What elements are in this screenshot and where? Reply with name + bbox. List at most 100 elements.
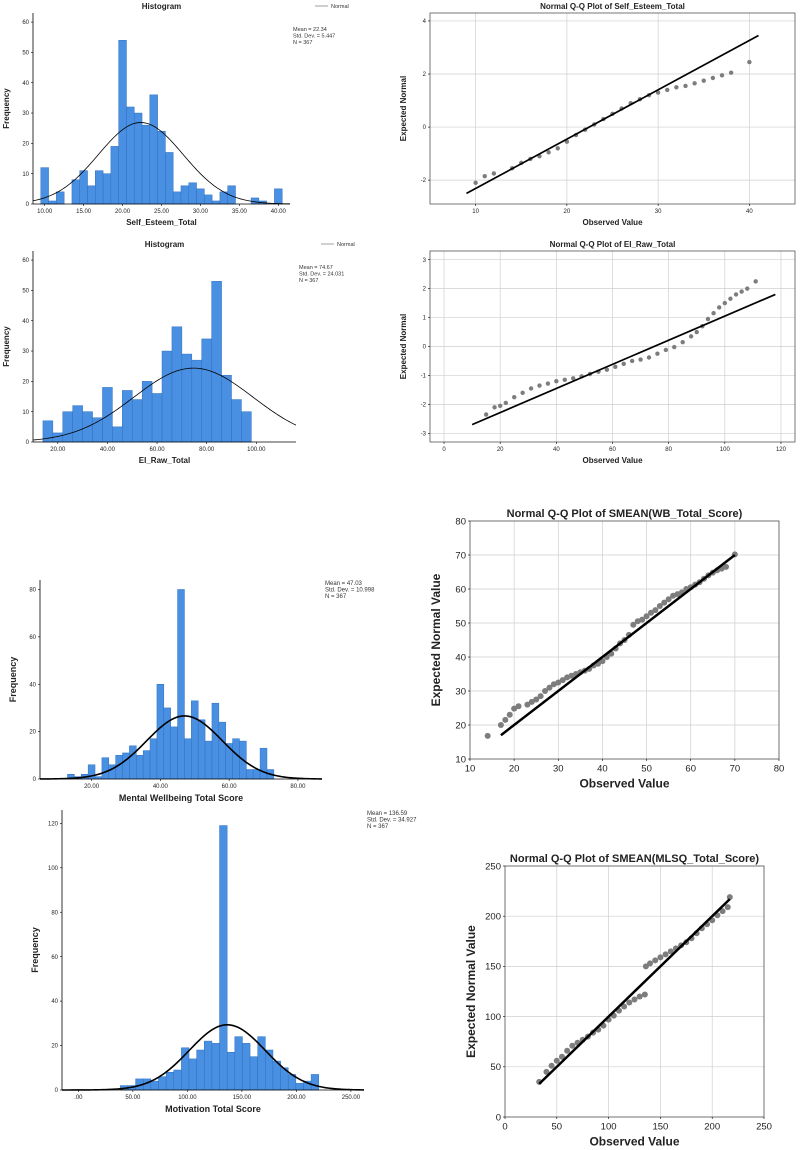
histogram-bar [136,755,144,780]
y-tick-label: 4 [423,19,427,25]
histogram-bar [249,1056,258,1091]
x-tick-label: 20 [497,447,504,453]
qq-point [639,616,646,623]
y-tick-label: 20 [29,730,36,736]
histogram-bar [62,411,73,443]
qq-point [621,361,626,367]
qq-point [604,367,610,372]
stats-line: Mean = 74.67 [299,265,333,271]
qq-point [484,732,491,739]
x-tick-label: 100 [720,447,731,453]
histogram-bar [172,191,182,205]
histogram-bar [191,700,199,780]
histogram-bar [142,750,151,780]
qq-point [629,358,635,364]
histogram-bar [173,1069,182,1091]
histogram-bar [102,173,112,205]
qq-point [674,85,679,90]
qq-point [716,305,722,310]
histogram-bar [165,1071,175,1091]
x-tick-label: 60.00 [222,784,238,790]
y-tick-label: 70 [455,550,466,561]
histogram-bar [221,375,232,443]
qq-point [537,693,544,700]
normal-curve [39,715,323,780]
y-tick-label: 250 [485,861,501,872]
qq-point [747,59,752,65]
qq-point [491,171,497,176]
histogram-bar [133,112,143,205]
qq-point [726,894,733,901]
x-tick-label: 80.00 [199,447,215,453]
stats-line: N = 367 [325,594,347,600]
qq-point [722,300,728,306]
qq-point [652,957,659,964]
histogram-bar [95,170,104,205]
qq-point [662,951,669,958]
stats-line: N = 367 [293,40,312,46]
y-tick-label: 60 [51,955,58,961]
qq-point [733,292,739,297]
histogram-bar [295,1083,304,1091]
qq-point [631,996,638,1003]
histogram-bar [101,757,110,780]
qq-point [694,329,699,335]
histogram-bar [149,94,158,205]
y-tick-label: 60 [455,584,466,595]
y-tick-label: 40 [29,682,36,688]
histogram-bar [72,405,83,443]
x-tick-label: 70 [730,764,741,775]
y-tick-label: 100 [485,1012,501,1023]
histogram-bar [158,1076,167,1091]
x-tick-label: 20.00 [84,784,100,790]
x-tick-label: 60.00 [150,447,166,453]
chart-title: Normal Q-Q Plot of Self_Esteem_Total [540,2,685,11]
histogram-bar [102,387,113,443]
y-tick-label: 80 [51,910,58,916]
histogram-bar [188,182,197,205]
x-tick-label: 80 [665,447,672,453]
x-axis-label: Mental Wellbeing Total Score [119,793,243,803]
y-tick-label: 0 [26,440,30,446]
qq-point [630,621,637,628]
qq-point [719,73,725,78]
histogram-bar [129,745,137,780]
y-tick-label: -2 [421,178,427,184]
histogram-bar [122,390,133,443]
qq-point [482,173,487,179]
qq-point [723,563,730,570]
qq-point [542,688,549,694]
y-axis-label: Frequency [2,88,11,129]
qq-point [665,87,670,93]
y-tick-label: 0 [423,345,427,351]
plot-frame [429,12,796,205]
y-tick-label: 0 [55,1088,59,1094]
qq-point [528,386,534,391]
histogram-bar [126,106,135,205]
x-tick-label: 150 [652,1122,668,1133]
stats-line: Std. Dev. = 24.031 [299,272,344,278]
chart-title: Histogram [145,240,185,249]
x-tick-label: 20.00 [50,447,66,453]
histogram-bar [141,124,151,205]
qq-point [701,78,706,83]
histogram-bar [250,197,260,205]
qq-point [728,296,733,301]
y-tick-label: 30 [455,686,466,697]
histogram-bar [170,726,178,780]
normal-curve [32,122,291,205]
x-tick-label: 80.00 [290,784,306,790]
qq-point [705,316,711,322]
histogram-bar [211,1043,220,1091]
normal-curve [32,367,297,441]
qq-point [562,377,567,382]
y-tick-label: 30 [22,349,29,355]
plot-frame [469,520,780,760]
y-tick-label: 200 [485,912,501,923]
qq-point [545,381,551,386]
x-tick-label: 40 [597,764,608,775]
histogram-bar [201,338,212,443]
stats-line: Std. Dev. = 34.927 [367,818,417,824]
stats-line: Std. Dev. = 5.447 [293,34,335,40]
